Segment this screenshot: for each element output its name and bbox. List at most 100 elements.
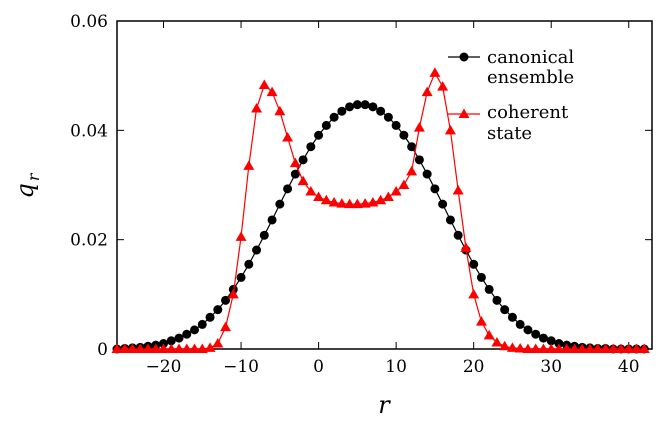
legend-label-canonical-line1: canonical xyxy=(487,47,574,68)
svg-text:qr: qr xyxy=(11,172,43,198)
data-point-triangle xyxy=(173,343,185,353)
data-point-circle xyxy=(383,112,393,122)
data-point-circle xyxy=(376,106,386,116)
series-layer xyxy=(111,67,650,354)
data-point-triangle xyxy=(134,343,146,353)
plot-frame xyxy=(116,20,653,350)
legend-entry-coherent-state: coherent state xyxy=(448,102,569,144)
series-line-circle xyxy=(116,104,645,350)
data-point-triangle xyxy=(630,343,642,353)
data-point-circle xyxy=(469,259,479,269)
data-point-triangle xyxy=(437,81,449,91)
x-tick-label: 30 xyxy=(540,357,562,377)
data-point-circle xyxy=(352,100,362,110)
legend-label-coherent-line1: coherent xyxy=(487,102,569,123)
data-point-circle xyxy=(190,325,200,335)
y-axis-title: q xyxy=(11,183,39,198)
data-point-circle xyxy=(515,319,525,329)
data-point-triangle xyxy=(623,343,635,353)
data-point-triangle xyxy=(181,343,193,353)
data-point-circle xyxy=(484,284,494,294)
data-point-triangle xyxy=(212,338,224,348)
data-point-triangle xyxy=(584,343,596,353)
data-point-circle xyxy=(360,100,370,110)
data-point-triangle xyxy=(607,343,619,353)
data-point-triangle xyxy=(561,343,573,353)
data-point-triangle xyxy=(406,165,418,176)
data-point-circle xyxy=(182,329,192,339)
data-point-triangle xyxy=(506,342,518,352)
data-point-circle xyxy=(492,295,502,305)
data-point-triangle xyxy=(266,86,278,97)
data-point-circle xyxy=(523,325,533,335)
y-tick-label: 0.04 xyxy=(70,121,108,141)
data-point-triangle xyxy=(429,67,441,77)
data-point-triangle xyxy=(313,191,325,202)
data-point-circle xyxy=(321,120,331,130)
data-point-triangle xyxy=(413,122,425,132)
data-point-circle xyxy=(267,215,277,225)
data-point-triangle xyxy=(537,343,549,353)
data-point-triangle xyxy=(398,179,410,189)
data-point-triangle xyxy=(638,343,650,353)
data-point-triangle xyxy=(483,329,495,340)
data-point-triangle xyxy=(258,79,270,89)
data-point-circle xyxy=(314,130,324,140)
legend-label-canonical-line2: ensemble xyxy=(487,67,574,88)
data-point-triangle xyxy=(390,186,402,196)
data-point-circle xyxy=(445,215,455,225)
data-point-circle xyxy=(438,199,448,209)
data-point-triangle xyxy=(235,231,247,241)
legend-entry-canonical-ensemble: canonical ensemble xyxy=(448,47,574,88)
data-point-triangle xyxy=(514,342,526,353)
data-point-triangle xyxy=(111,343,123,353)
data-point-circle xyxy=(337,106,347,116)
data-point-triangle xyxy=(336,198,348,208)
data-point-triangle xyxy=(475,316,487,326)
data-point-triangle xyxy=(568,343,580,353)
data-point-triangle xyxy=(522,343,534,353)
data-point-triangle xyxy=(452,184,464,195)
data-point-triangle xyxy=(165,343,177,353)
data-point-circle xyxy=(197,319,207,329)
data-point-triangle xyxy=(289,157,301,168)
data-point-triangle xyxy=(351,198,363,209)
data-point-circle xyxy=(236,272,246,282)
data-point-circle xyxy=(407,142,417,152)
x-tick-label: 40 xyxy=(618,357,640,377)
data-point-circle xyxy=(538,333,548,343)
data-point-circle xyxy=(259,230,269,240)
data-point-circle xyxy=(391,120,401,130)
data-point-circle xyxy=(368,102,378,112)
data-point-triangle xyxy=(119,343,131,353)
data-point-triangle xyxy=(305,186,317,196)
data-point-circle xyxy=(345,102,355,112)
data-point-triangle xyxy=(204,342,216,352)
legend-marker-coherent xyxy=(458,108,470,118)
data-point-circle xyxy=(399,130,409,140)
data-point-triangle xyxy=(127,343,139,353)
data-point-triangle xyxy=(576,343,588,353)
y-tick-label: 0 xyxy=(97,340,108,360)
legend: canonical ensemble coherent state xyxy=(448,47,574,144)
data-point-triangle xyxy=(344,198,356,209)
data-point-triangle xyxy=(297,175,309,186)
data-point-circle xyxy=(507,312,517,322)
data-point-circle xyxy=(531,329,541,339)
y-axis-title-subscript: r xyxy=(24,172,43,181)
data-point-triangle xyxy=(150,343,162,353)
data-point-triangle xyxy=(460,242,472,252)
axis-ticks: −20 −10 0 10 20 30 40 0 0.02 0.04 0.06 xyxy=(70,12,652,377)
x-axis-title: r xyxy=(378,391,391,419)
data-point-circle xyxy=(453,230,463,240)
data-point-circle xyxy=(500,305,510,315)
data-point-circle xyxy=(205,312,215,322)
data-point-triangle xyxy=(158,343,170,353)
data-point-triangle xyxy=(189,343,201,353)
data-point-triangle xyxy=(282,131,294,142)
data-point-triangle xyxy=(545,343,557,353)
data-point-triangle xyxy=(382,191,394,202)
data-point-triangle xyxy=(599,343,611,353)
data-point-triangle xyxy=(196,343,208,353)
data-point-triangle xyxy=(530,343,542,353)
